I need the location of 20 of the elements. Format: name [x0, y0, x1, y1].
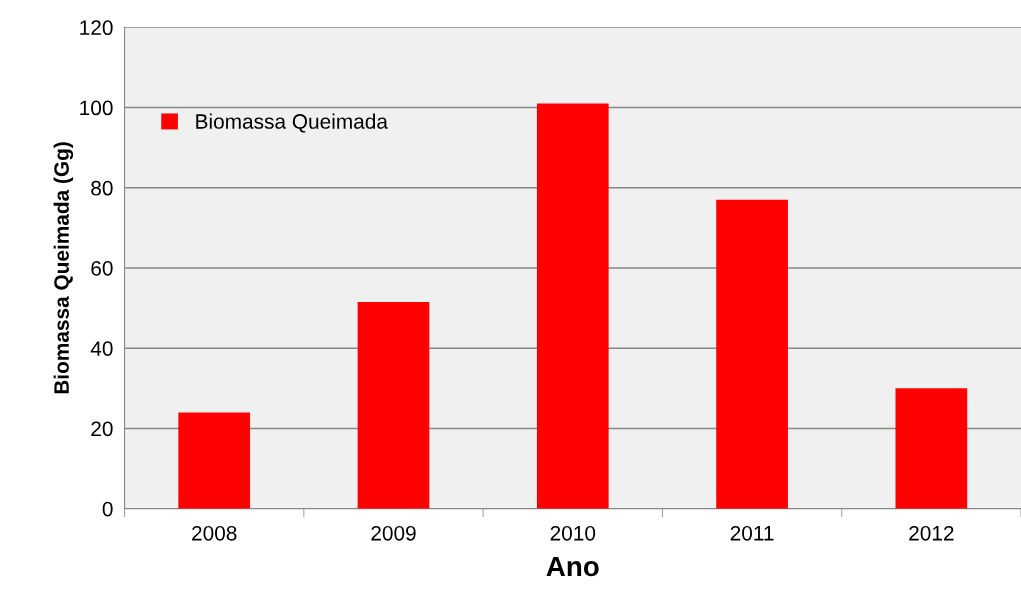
x-tick-label: 2008 — [192, 525, 237, 541]
bar — [895, 388, 968, 509]
x-tick-label: 2011 — [730, 525, 774, 541]
y-tick-label: 80 — [91, 180, 113, 196]
bar — [178, 412, 251, 509]
x-axis-title: Ano — [546, 556, 599, 577]
y-axis-title: Biomassa Queimada (Gg) — [53, 142, 74, 394]
bar — [357, 302, 430, 509]
x-tick-label: 2010 — [550, 525, 596, 541]
y-tick-label: 60 — [91, 260, 113, 276]
bar — [536, 103, 609, 509]
y-tick-label: 20 — [91, 421, 113, 437]
y-tick-label: 120 — [80, 20, 113, 36]
y-tick-label: 100 — [80, 100, 113, 116]
x-tick-label: 2012 — [909, 525, 954, 541]
x-tick-label: 2009 — [371, 525, 416, 541]
y-tick-label: 40 — [90, 341, 113, 356]
y-tick-label: 0 — [102, 501, 113, 517]
legend-label: Biomassa Queimada — [196, 113, 388, 133]
bar — [716, 199, 788, 509]
